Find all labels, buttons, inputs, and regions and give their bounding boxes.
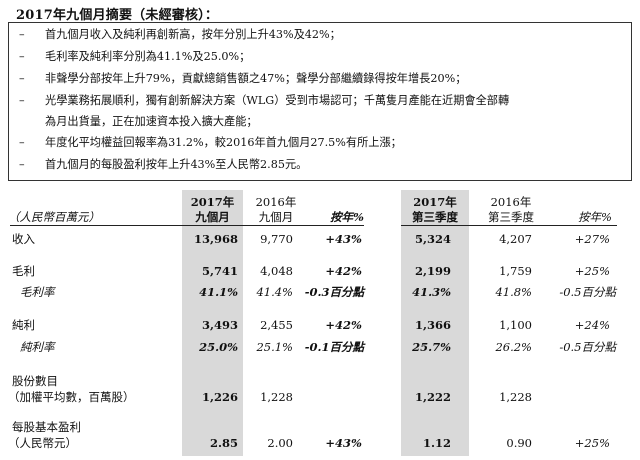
row-label-shares: 股份數目 bbox=[12, 374, 58, 388]
row-label-eps: 每股基本盈利 bbox=[12, 420, 81, 434]
bullet-dash: – bbox=[19, 158, 25, 171]
bullet-continuation: 為月出貨量，正在加速資本投入擴大產能； bbox=[45, 115, 258, 128]
bullet-text: 毛利率及純利率分別為41.1%及25.0%； bbox=[45, 50, 251, 63]
net-profit-2017-q3: 1,366 bbox=[414, 318, 451, 332]
header-2016-nine-months-year: 2016年 bbox=[255, 195, 297, 209]
revenue-2016-nine-months: 9,770 bbox=[260, 232, 293, 246]
header-rule-nine-months bbox=[10, 225, 364, 226]
revenue-yoy-nine-months: +43% bbox=[325, 232, 362, 246]
bullet-dash: – bbox=[19, 50, 25, 63]
summary-box: – 首九個月收入及純利再創新高，按年分別上升43%及42%； – 毛利率及純利率… bbox=[8, 22, 632, 181]
revenue-2017-nine-months: 13,968 bbox=[193, 232, 238, 246]
net-profit-2016-nine-months: 2,455 bbox=[260, 318, 293, 332]
gross-profit-2016-nine-months: 4,048 bbox=[260, 264, 293, 278]
eps-yoy-nine-months: +43% bbox=[325, 436, 362, 450]
net-margin-yoy-q3: -0.5百分點 bbox=[559, 340, 616, 354]
bullet-dash: – bbox=[19, 72, 25, 85]
revenue-2016-q3: 4,207 bbox=[499, 232, 532, 246]
eps-2016-nine-months: 2.00 bbox=[267, 436, 293, 450]
net-margin-2017-q3: 25.7% bbox=[412, 340, 451, 354]
row-sublabel-shares: （加權平均數，百萬股） bbox=[8, 390, 135, 404]
header-yoy-q3: 按年% bbox=[578, 210, 612, 224]
header-2016-q3-period: 第三季度 bbox=[488, 210, 534, 224]
gross-margin-yoy-nine-months: -0.3百分點 bbox=[304, 285, 364, 299]
net-margin-2017-nine-months: 25.0% bbox=[199, 340, 238, 354]
header-2016-q3-year: 2016年 bbox=[490, 195, 532, 209]
shares-2017-q3: 1,222 bbox=[414, 390, 451, 404]
bullet-text: 首九個月收入及純利再創新高，按年分別上升43%及42%； bbox=[45, 28, 341, 41]
net-profit-yoy-nine-months: +42% bbox=[325, 318, 362, 332]
net-profit-2017-nine-months: 3,493 bbox=[201, 318, 238, 332]
bullet-dash: – bbox=[19, 136, 25, 149]
net-margin-yoy-nine-months: -0.1百分點 bbox=[304, 340, 364, 354]
bullet-dash: – bbox=[19, 94, 25, 107]
net-profit-yoy-q3: +24% bbox=[574, 318, 610, 332]
header-2017-q3-year: 2017年 bbox=[413, 195, 457, 209]
net-margin-2016-nine-months: 25.1% bbox=[256, 340, 293, 354]
net-margin-2016-q3: 26.2% bbox=[495, 340, 532, 354]
row-label-gross-margin: 毛利率 bbox=[20, 285, 55, 299]
bullet-dash: – bbox=[19, 28, 25, 41]
header-2017-nine-months-period: 九個月 bbox=[195, 210, 230, 224]
eps-2017-nine-months: 2.85 bbox=[209, 436, 238, 450]
gross-margin-2017-nine-months: 41.1% bbox=[199, 285, 238, 299]
gross-profit-yoy-q3: +25% bbox=[574, 264, 610, 278]
shaded-column-2017-nine-months bbox=[182, 190, 243, 456]
bullet-text: 首九個月的每股盈利按年上升43%至人民幣2.85元。 bbox=[45, 158, 308, 171]
row-label-gross-profit: 毛利 bbox=[12, 264, 35, 278]
gross-profit-2017-nine-months: 5,741 bbox=[201, 264, 238, 278]
shares-2017-nine-months: 1,226 bbox=[201, 390, 238, 404]
bullet-text: 光學業務拓展順利，獨有創新解決方案（WLG）受到市場認可；千萬隻月產能在近期會全… bbox=[45, 94, 510, 107]
header-2016-nine-months-period: 九個月 bbox=[258, 210, 294, 224]
gross-profit-2016-q3: 1,759 bbox=[499, 264, 532, 278]
eps-2017-q3: 1.12 bbox=[422, 436, 451, 450]
header-yoy-nine-months: 按年% bbox=[330, 210, 364, 224]
eps-yoy-q3: +25% bbox=[574, 436, 610, 450]
row-label-net-profit: 純利 bbox=[12, 318, 35, 332]
row-sublabel-eps: （人民幣元） bbox=[8, 436, 77, 450]
bullet-text: 年度化平均權益回報率為31.2%，較2016年首九個月27.5%有所上漲； bbox=[45, 136, 402, 149]
gross-profit-2017-q3: 2,199 bbox=[414, 264, 451, 278]
gross-margin-2016-nine-months: 41.4% bbox=[256, 285, 293, 299]
gross-margin-2017-q3: 41.3% bbox=[412, 285, 451, 299]
revenue-yoy-q3: +27% bbox=[574, 232, 610, 246]
document-title: 2017年九個月摘要（未經審核）： bbox=[16, 8, 219, 23]
shaded-column-2017-q3 bbox=[401, 190, 469, 456]
shares-2016-nine-months: 1,228 bbox=[260, 390, 293, 404]
gross-margin-2016-q3: 41.8% bbox=[495, 285, 532, 299]
table-unit-label: （人民幣百萬元） bbox=[8, 210, 100, 224]
gross-profit-yoy-nine-months: +42% bbox=[325, 264, 362, 278]
net-profit-2016-q3: 1,100 bbox=[499, 318, 532, 332]
header-rule-q3 bbox=[401, 225, 617, 226]
eps-2016-q3: 0.90 bbox=[506, 436, 532, 450]
gross-margin-yoy-q3: -0.5百分點 bbox=[559, 285, 616, 299]
row-label-revenue: 收入 bbox=[12, 232, 35, 246]
row-label-net-margin: 純利率 bbox=[20, 340, 55, 354]
bullet-text: 非聲學分部按年上升79%，貢獻總銷售額之47%；聲學分部繼續錄得按年增長20%； bbox=[45, 72, 467, 85]
shares-2016-q3: 1,228 bbox=[499, 390, 532, 404]
header-2017-nine-months-year: 2017年 bbox=[190, 195, 235, 209]
header-2017-q3-period: 第三季度 bbox=[412, 210, 458, 224]
revenue-2017-q3: 5,324 bbox=[414, 232, 451, 246]
